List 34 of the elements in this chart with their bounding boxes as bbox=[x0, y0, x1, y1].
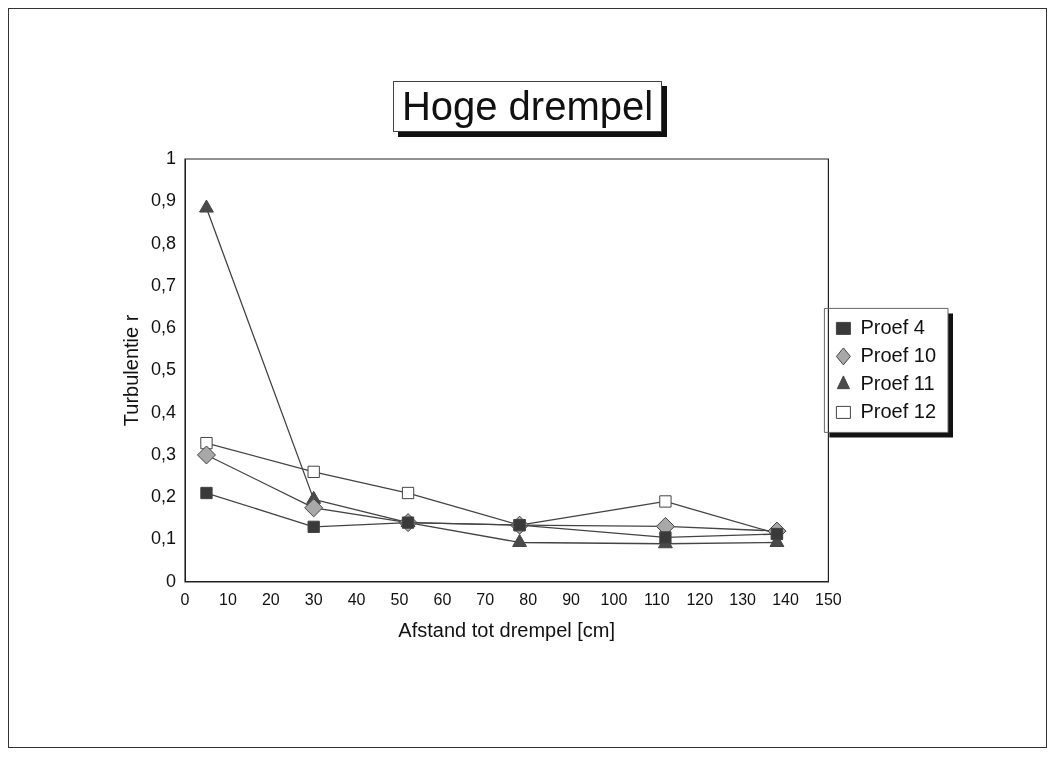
x-tick-label: 110 bbox=[644, 590, 670, 608]
y-tick-label: 0,3 bbox=[150, 443, 177, 464]
x-tick-label: 10 bbox=[219, 590, 237, 608]
y-tick-label: 0,1 bbox=[150, 528, 177, 549]
x-tick-label: 20 bbox=[261, 590, 280, 608]
x-tick-label: 80 bbox=[519, 590, 538, 608]
x-tick-label: 140 bbox=[772, 590, 799, 608]
x-tick-label: 0 bbox=[180, 590, 190, 608]
y-tick-label: 0 bbox=[166, 570, 177, 591]
x-axis-title: Afstand tot drempel [cm] bbox=[398, 618, 616, 641]
x-tick-label: 150 bbox=[815, 590, 842, 608]
x-tick-label: 120 bbox=[686, 590, 714, 608]
x-tick-label: 30 bbox=[304, 590, 323, 608]
y-tick-label: 0,8 bbox=[150, 232, 177, 253]
x-tick-label: 50 bbox=[390, 590, 409, 608]
legend-label: Proef 10 bbox=[860, 343, 936, 366]
legend-label: Proef 4 bbox=[860, 315, 925, 338]
chart-title: Hoge drempel bbox=[392, 81, 663, 132]
x-tick-label: 130 bbox=[729, 590, 757, 608]
x-tick-label: 60 bbox=[433, 590, 452, 608]
y-tick-label: 0,6 bbox=[150, 317, 177, 338]
y-tick-label: 0,7 bbox=[150, 274, 177, 295]
x-tick-label: 90 bbox=[562, 590, 581, 608]
x-tick-label: 70 bbox=[476, 590, 495, 608]
x-tick-label: 40 bbox=[347, 590, 366, 608]
y-tick-label: 0,4 bbox=[150, 401, 177, 422]
y-axis-title: Turbulentie r bbox=[119, 314, 142, 427]
legend-label: Proef 11 bbox=[860, 371, 935, 394]
y-tick-label: 1 bbox=[166, 147, 177, 168]
y-tick-label: 0,5 bbox=[150, 359, 177, 380]
legend-label: Proef 12 bbox=[860, 399, 936, 422]
y-tick-label: 0,9 bbox=[150, 190, 177, 211]
x-tick-label: 100 bbox=[600, 590, 628, 608]
y-tick-label: 0,2 bbox=[150, 486, 177, 507]
